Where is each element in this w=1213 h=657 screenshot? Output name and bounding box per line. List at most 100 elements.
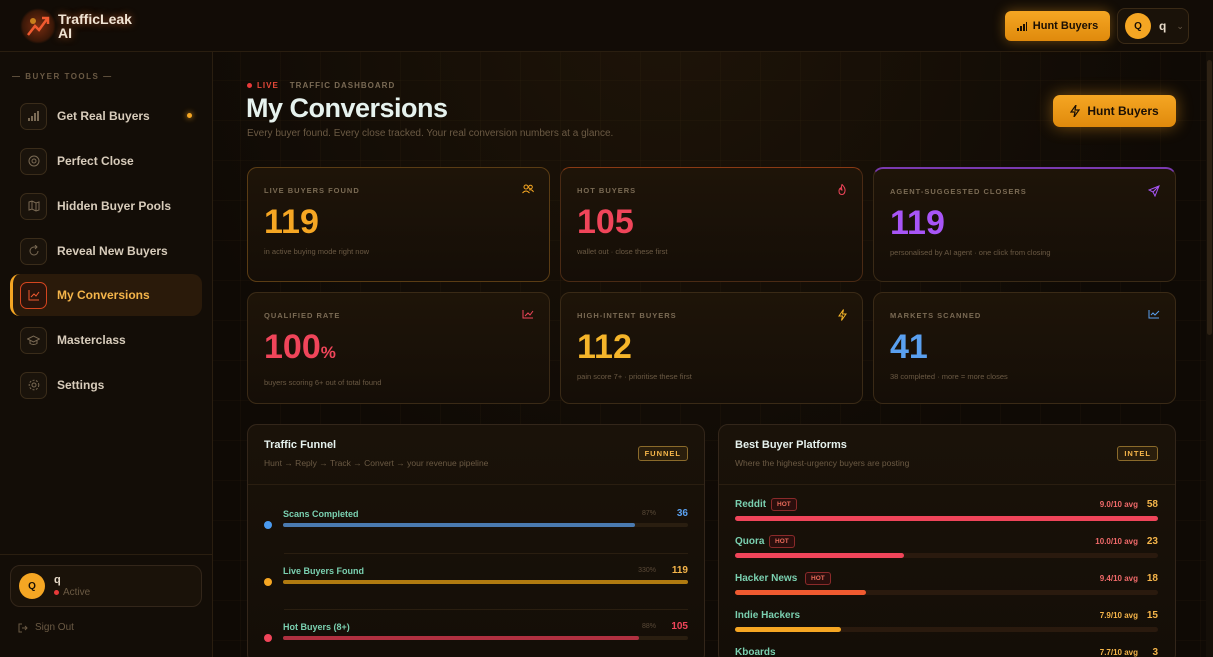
gear-icon bbox=[20, 371, 47, 399]
stat-number: 112 bbox=[577, 328, 632, 366]
platform-row[interactable]: Indie Hackers 7.9/10 avg 15 bbox=[735, 608, 1158, 640]
avatar: Q bbox=[19, 573, 45, 599]
platform-count: 3 bbox=[1152, 647, 1158, 657]
stat-card-qualified-rate[interactable]: QUALIFIED RATE 100% buyers scoring 6+ ou… bbox=[247, 292, 550, 404]
platform-name: Hacker News bbox=[735, 573, 798, 584]
stat-desc: 38 completed · more = more closes bbox=[890, 372, 1008, 381]
stat-number: 119 bbox=[264, 203, 319, 241]
platform-count: 18 bbox=[1146, 573, 1158, 584]
panel-divider bbox=[248, 484, 704, 485]
funnel-label: Live Buyers Found bbox=[283, 566, 365, 576]
app-logo[interactable]: TrafficLeak AI bbox=[20, 8, 132, 44]
stat-value: 100% bbox=[264, 330, 533, 370]
platform-count: 23 bbox=[1146, 536, 1158, 547]
stat-card-agent-closers[interactable]: AGENT-SUGGESTED CLOSERS 119 personalised… bbox=[873, 167, 1176, 282]
scrollbar[interactable] bbox=[1206, 52, 1213, 657]
sidebar-item-label: Reveal New Buyers bbox=[57, 244, 168, 258]
user-name: q bbox=[1159, 19, 1167, 33]
platform-name: Indie Hackers bbox=[735, 610, 801, 621]
platform-bar bbox=[735, 553, 905, 558]
top-hunt-label: Hunt Buyers bbox=[1032, 20, 1099, 32]
hunt-buyers-label: Hunt Buyers bbox=[1087, 104, 1159, 118]
hunt-buyers-button[interactable]: Hunt Buyers bbox=[1053, 95, 1176, 127]
line-chart-icon bbox=[1148, 310, 1160, 319]
stat-card-high-intent[interactable]: HIGH-INTENT BUYERS 112 pain score 7+ · p… bbox=[560, 292, 863, 404]
funnel-bar bbox=[283, 580, 688, 584]
funnel-track bbox=[283, 580, 688, 584]
platform-bar bbox=[735, 516, 1158, 521]
map-icon bbox=[20, 192, 47, 220]
people-icon bbox=[522, 184, 534, 194]
platform-row[interactable]: Quora HOT 10.0/10 avg 23 bbox=[735, 534, 1158, 566]
platform-avg: 7.7/10 avg bbox=[1099, 648, 1138, 657]
sidebar-item-hidden-buyer-pools[interactable]: Hidden Buyer Pools bbox=[10, 185, 202, 227]
sidebar-user-card[interactable]: Q q Active bbox=[10, 565, 202, 607]
top-hunt-buyers-button[interactable]: Hunt Buyers bbox=[1005, 11, 1110, 41]
platform-row[interactable]: Kboards 7.7/10 avg 3 bbox=[735, 645, 1158, 657]
panel-subtitle: Where the highest-urgency buyers are pos… bbox=[735, 458, 910, 468]
dashboard-label: TRAFFIC DASHBOARD bbox=[289, 81, 396, 90]
bolt-icon bbox=[838, 309, 847, 321]
stat-desc: pain score 7+ · prioritise these first bbox=[577, 372, 692, 381]
sidebar-item-perfect-close[interactable]: Perfect Close bbox=[10, 140, 202, 182]
stat-desc: in active buying mode right now bbox=[264, 247, 370, 256]
stat-suffix: % bbox=[320, 343, 336, 362]
status-dot bbox=[54, 590, 59, 595]
app-name-line1: TrafficLeak bbox=[58, 11, 132, 27]
funnel-bar bbox=[283, 523, 636, 527]
platform-bar bbox=[735, 627, 841, 632]
funnel-percent: 87% bbox=[641, 510, 656, 517]
stat-title: HIGH-INTENT BUYERS bbox=[577, 311, 677, 320]
sidebar-item-masterclass[interactable]: Masterclass bbox=[10, 319, 202, 361]
sign-out-button[interactable]: Sign Out bbox=[18, 622, 74, 633]
stat-value: 112 bbox=[577, 330, 846, 364]
sidebar-item-my-conversions[interactable]: My Conversions bbox=[10, 274, 202, 316]
user-menu[interactable]: Q q ⌄ bbox=[1117, 8, 1189, 44]
hot-badge: HOT bbox=[805, 572, 831, 585]
sidebar-item-settings[interactable]: Settings bbox=[10, 364, 202, 406]
sidebar-item-label: Get Real Buyers bbox=[57, 109, 150, 123]
panel-divider bbox=[719, 484, 1175, 485]
stat-number: 41 bbox=[890, 328, 928, 366]
stat-desc: wallet out · close these first bbox=[577, 247, 668, 256]
sidebar-item-label: My Conversions bbox=[57, 288, 150, 302]
platform-track bbox=[735, 516, 1158, 521]
funnel-label: Hot Buyers (8+) bbox=[283, 622, 350, 632]
sidebar-item-label: Settings bbox=[57, 378, 105, 392]
funnel-bar bbox=[283, 636, 640, 640]
stat-title: HOT BUYERS bbox=[577, 186, 637, 195]
panel-title: Traffic Funnel bbox=[264, 439, 337, 451]
funnel-percent: 330% bbox=[638, 567, 656, 574]
sidebar-item-get-real-buyers[interactable]: Get Real Buyers bbox=[10, 95, 202, 137]
platform-row[interactable]: Hacker News HOT 9.4/10 avg 18 bbox=[735, 571, 1158, 603]
logo-flame-icon bbox=[20, 8, 56, 44]
stat-card-live-buyers[interactable]: LIVE BUYERS FOUND 119 in active buying m… bbox=[247, 167, 550, 282]
stat-title: QUALIFIED RATE bbox=[264, 311, 341, 320]
page-title: My Conversions bbox=[246, 93, 448, 123]
stat-value: 119 bbox=[264, 205, 533, 239]
funnel-row: Hot Buyers (8+) 88% 105 bbox=[264, 617, 688, 657]
sidebar-section-title: — BUYER TOOLS — bbox=[12, 72, 113, 81]
sign-out-icon bbox=[18, 623, 28, 632]
platform-avg: 9.0/10 avg bbox=[1099, 500, 1138, 509]
platform-avg: 7.9/10 avg bbox=[1099, 611, 1138, 620]
platform-avg: 9.4/10 avg bbox=[1099, 574, 1138, 583]
funnel-value: 36 bbox=[676, 508, 688, 519]
stat-card-markets-scanned[interactable]: MARKETS SCANNED 41 38 completed · more =… bbox=[873, 292, 1176, 404]
sidebar-item-reveal-new-buyers[interactable]: Reveal New Buyers bbox=[10, 230, 202, 272]
stat-card-hot-buyers[interactable]: HOT BUYERS 105 wallet out · close these … bbox=[560, 167, 863, 282]
refresh-icon bbox=[20, 237, 47, 265]
platform-name: Kboards bbox=[735, 647, 776, 657]
row-divider bbox=[284, 553, 688, 554]
stat-value: 41 bbox=[890, 330, 1159, 364]
platform-count: 58 bbox=[1146, 499, 1158, 510]
sidebar-divider bbox=[0, 554, 212, 555]
scrollbar-thumb[interactable] bbox=[1207, 60, 1212, 335]
notification-dot bbox=[187, 113, 192, 118]
stat-number: 100 bbox=[264, 328, 321, 366]
funnel-dot bbox=[264, 521, 272, 529]
funnel-dot bbox=[264, 578, 272, 586]
graduation-cap-icon bbox=[20, 326, 47, 354]
platform-row[interactable]: Reddit HOT 9.0/10 avg 58 bbox=[735, 497, 1158, 529]
avatar: Q bbox=[1125, 13, 1151, 39]
